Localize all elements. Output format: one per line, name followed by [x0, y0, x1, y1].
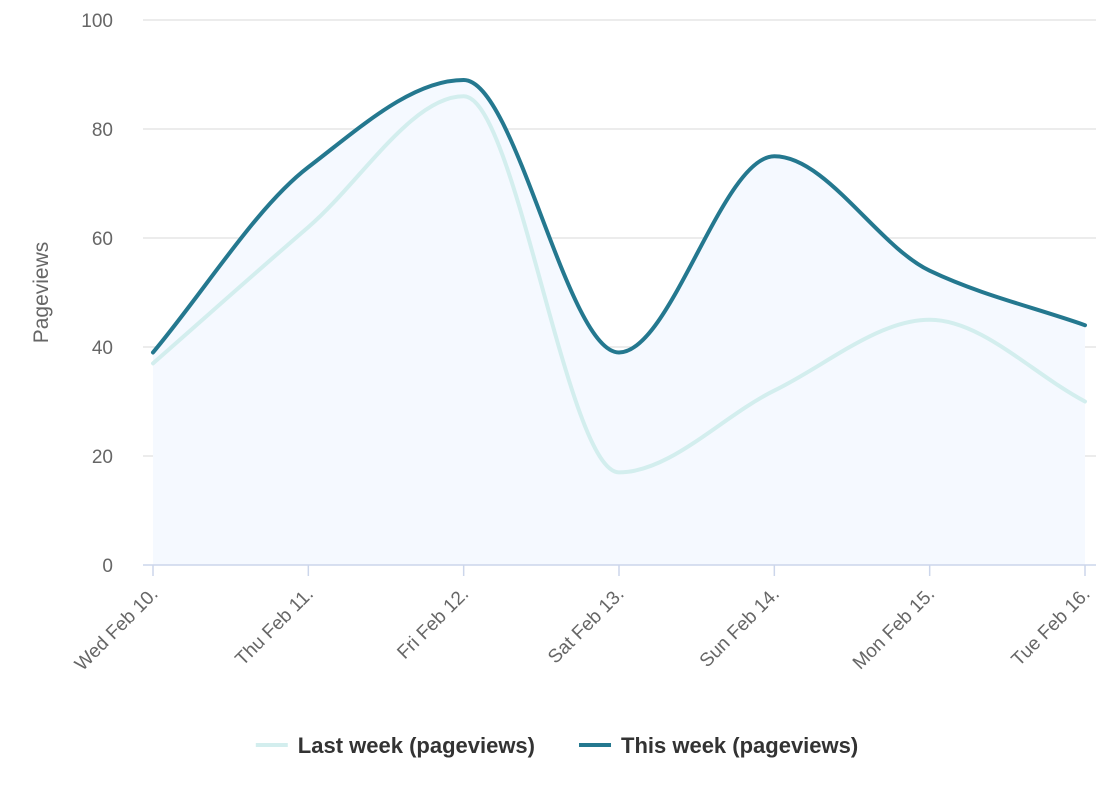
legend-label: This week (pageviews) — [621, 733, 858, 758]
x-tick-label: Wed Feb 10. — [71, 584, 163, 676]
y-tick-label: 100 — [81, 11, 113, 32]
y-tick-label: 40 — [92, 338, 113, 359]
legend-item[interactable]: Last week (pageviews) — [255, 733, 535, 758]
x-tick-label: Tue Feb 16. — [1008, 584, 1095, 671]
y-tick-label: 0 — [102, 556, 113, 577]
y-tick-label: 60 — [92, 229, 113, 250]
area-fills — [153, 79, 1085, 565]
x-tick-label: Thu Feb 11. — [232, 584, 318, 670]
legend-label: Last week (pageviews) — [298, 733, 535, 758]
x-tick-label: Mon Feb 15. — [849, 584, 939, 674]
series-area-fill — [153, 79, 1085, 565]
y-axis-title: Pageviews — [30, 242, 53, 344]
x-tick-label: Sat Feb 13. — [544, 584, 628, 668]
y-axis-ticks: 0 20 40 60 80 100 — [81, 11, 113, 577]
y-tick-label: 20 — [92, 447, 113, 468]
x-axis — [143, 564, 1096, 576]
legend: Last week (pageviews) This week (pageview… — [255, 733, 858, 758]
y-tick-label: 80 — [92, 120, 113, 141]
series-lines — [151, 77, 1087, 475]
series-line[interactable] — [151, 77, 1087, 355]
x-tick-label: Fri Feb 12. — [393, 584, 473, 664]
x-tick-label: Sun Feb 14. — [696, 584, 784, 672]
x-axis-ticks: Wed Feb 10. Thu Feb 11. Fri Feb 12. Sat Feb… — [71, 584, 1095, 676]
series-line[interactable] — [151, 94, 1087, 475]
legend-item[interactable]: This week (pageviews) — [579, 733, 858, 758]
